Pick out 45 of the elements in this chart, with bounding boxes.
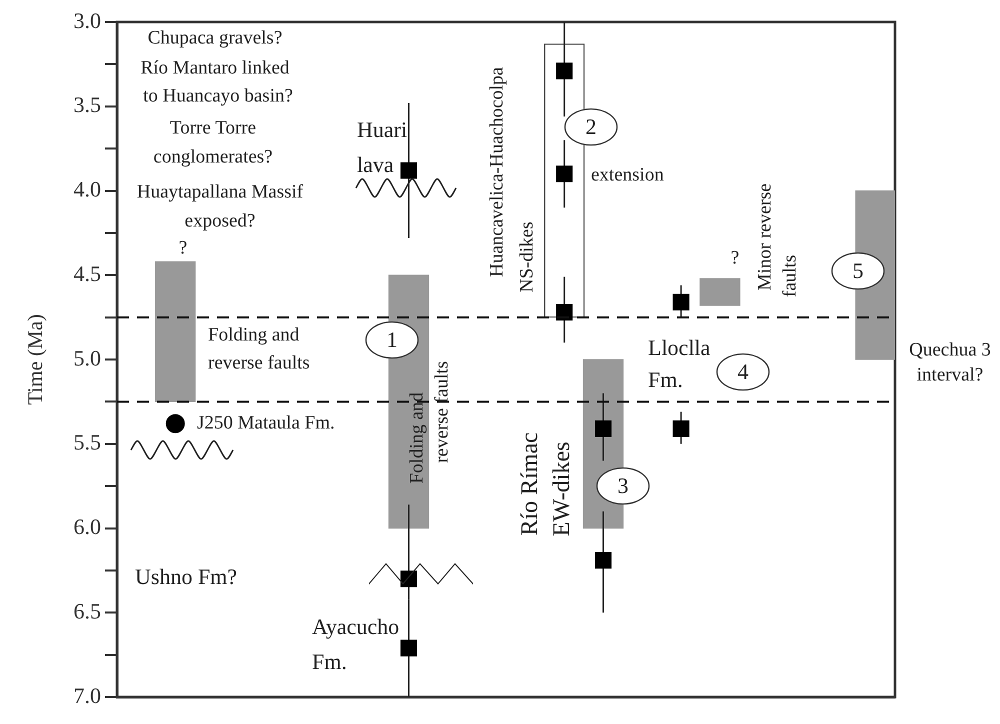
annotation: Ayacucho	[312, 614, 400, 639]
annotation: Folding and	[208, 324, 300, 346]
annotation: NS-dikes	[516, 222, 538, 292]
y-tick-label: 5.0	[74, 345, 101, 370]
annotation: lava	[357, 152, 394, 177]
annotation: to Huancayo basin?	[143, 86, 293, 106]
y-tick-label: 4.0	[74, 176, 101, 202]
annotation: reverse faults	[208, 352, 310, 374]
annotation: faults	[780, 254, 800, 298]
annotation: reverse faults	[432, 361, 452, 463]
annotation: Chupaca gravels?	[148, 28, 282, 48]
y-tick-label: 7.0	[74, 682, 101, 708]
annotation: Minor reverse	[754, 183, 776, 291]
annotation: 3	[618, 473, 628, 498]
annotation: Torre Torre	[170, 118, 256, 138]
annotation: Río Rímac	[517, 432, 543, 536]
y-tick-label: 6.5	[74, 598, 101, 624]
annotation: 2	[586, 114, 596, 139]
annotation: Fm.	[312, 649, 347, 674]
annotation: EW-dikes	[549, 442, 575, 536]
y-tick-label: 4.5	[74, 260, 101, 286]
annotation: ?	[178, 238, 188, 258]
y-tick-label: 3.5	[74, 92, 101, 118]
annotation: 4	[738, 359, 748, 384]
annotation: Río Mantaro linked	[140, 58, 290, 78]
annotation: conglomerates?	[153, 146, 273, 168]
annotation: exposed?	[184, 210, 256, 232]
annotation: Huancavelica-Huachocolpa	[486, 67, 508, 277]
text: Quechua 3	[909, 340, 991, 360]
y-tick-label: 3.0	[74, 8, 101, 33]
annotation: J250 Mataula Fm.	[197, 412, 335, 434]
annotation: Fm.	[648, 367, 683, 392]
annotation: 1	[386, 327, 398, 352]
y-tick-label: 5.5	[74, 430, 101, 455]
annotation: Huaytapallana Massif	[136, 182, 304, 202]
y-axis-title: Time (Ma)	[23, 314, 48, 405]
annotation: Huari	[357, 117, 408, 142]
annotation: ?	[730, 248, 740, 268]
annotation: Folding and	[406, 392, 428, 484]
annotation: extension	[591, 164, 664, 186]
annotation: 5	[852, 258, 864, 283]
annotation: Lloclla	[648, 335, 710, 360]
y-tick-label: 6.0	[74, 514, 101, 540]
text: interval?	[916, 364, 984, 386]
annotation: Ushno Fm?	[135, 564, 238, 589]
